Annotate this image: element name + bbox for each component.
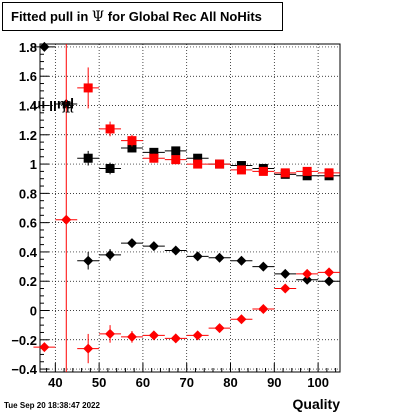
data-point-diamond [236,255,247,266]
y-tick-label: 0.4 [19,245,38,260]
data-point-diamond [170,333,181,344]
data-point-diamond [61,214,72,225]
data-point-square [236,165,246,175]
data-point-diamond [280,268,291,279]
data-point-diamond [105,249,116,260]
data-point-diamond [126,331,137,342]
data-point-diamond [324,276,335,287]
data-point-diamond [105,328,116,339]
data-point-square [171,146,181,156]
data-markers [33,41,340,372]
data-point-square [193,153,203,163]
data-point-diamond [170,245,181,256]
data-point-diamond [83,255,94,266]
data-point-diamond [126,238,137,249]
data-point-square [105,124,115,134]
x-tick-label: 60 [136,375,150,390]
data-point-square [324,168,334,178]
data-point-square [149,147,159,157]
chart-title: Fitted pull in Ψ for Global Rec All NoHi… [2,2,283,31]
data-point-square [215,159,225,169]
data-point-diamond [302,274,313,285]
data-point-square [127,136,137,146]
data-point-diamond [302,268,313,279]
chart-title-suffix: for Global Rec All NoHits [107,9,262,24]
plot-frame [39,43,341,373]
y-tick-label: 1.6 [19,69,37,84]
x-tick-label: 70 [179,375,193,390]
x-tick-label: 40 [48,375,62,390]
x-tick-label: 50 [92,375,106,390]
y-tick-label: 0 [30,304,37,319]
y-tick-label: 1.8 [19,40,37,55]
y-tick-label: 0.8 [19,186,37,201]
data-point-diamond [192,251,203,262]
data-point-square [258,166,268,176]
y-tick-label: 1.4 [19,99,38,114]
x-tick-label: 90 [267,375,281,390]
data-point-square [83,83,93,93]
y-tick-label: 1.2 [19,128,37,143]
data-point-square [171,155,181,165]
axes: 40 50 60 70 80 90 100 −0.4 −0.2 0 0.2 0.4 0.6 0.8 1 1.2… [11,40,337,390]
y-axis-label-symbol: Ψ [61,98,74,114]
x-axis-label: Quality [292,396,340,412]
y-tick-label: −0.4 [11,362,37,377]
data-point-square [83,153,93,163]
y-tick-label: 1 [30,157,37,172]
data-point-diamond [214,252,225,263]
y-axis-label: pull in Ψ [4,44,74,114]
data-point-square [105,163,115,173]
chart-title-symbol: Ψ [91,9,105,25]
chart-title-prefix: Fitted pull in [11,9,89,24]
x-tick-label: 100 [307,375,329,390]
data-point-diamond [39,41,50,52]
y-tick-label: 0.2 [19,274,37,289]
data-point-diamond [148,330,159,341]
y-tick-label: −0.2 [11,333,37,348]
data-point-diamond [236,314,247,325]
data-point-diamond [324,267,335,278]
data-point-diamond [39,342,50,353]
datestamp: Tue Sep 20 18:38:47 2022 [4,401,100,410]
data-point-diamond [214,323,225,334]
data-point-square [149,153,159,163]
data-point-square [127,143,137,153]
data-point-square [280,168,290,178]
data-point-diamond [83,343,94,354]
data-point-diamond [192,330,203,341]
grid [40,44,340,372]
y-tick-label: 0.6 [19,216,37,231]
data-point-square [193,159,203,169]
data-point-diamond [258,261,269,272]
data-point-diamond [280,283,291,294]
data-point-square [302,166,312,176]
x-tick-label: 80 [223,375,237,390]
data-point-diamond [148,241,159,252]
data-point-diamond [258,304,269,315]
